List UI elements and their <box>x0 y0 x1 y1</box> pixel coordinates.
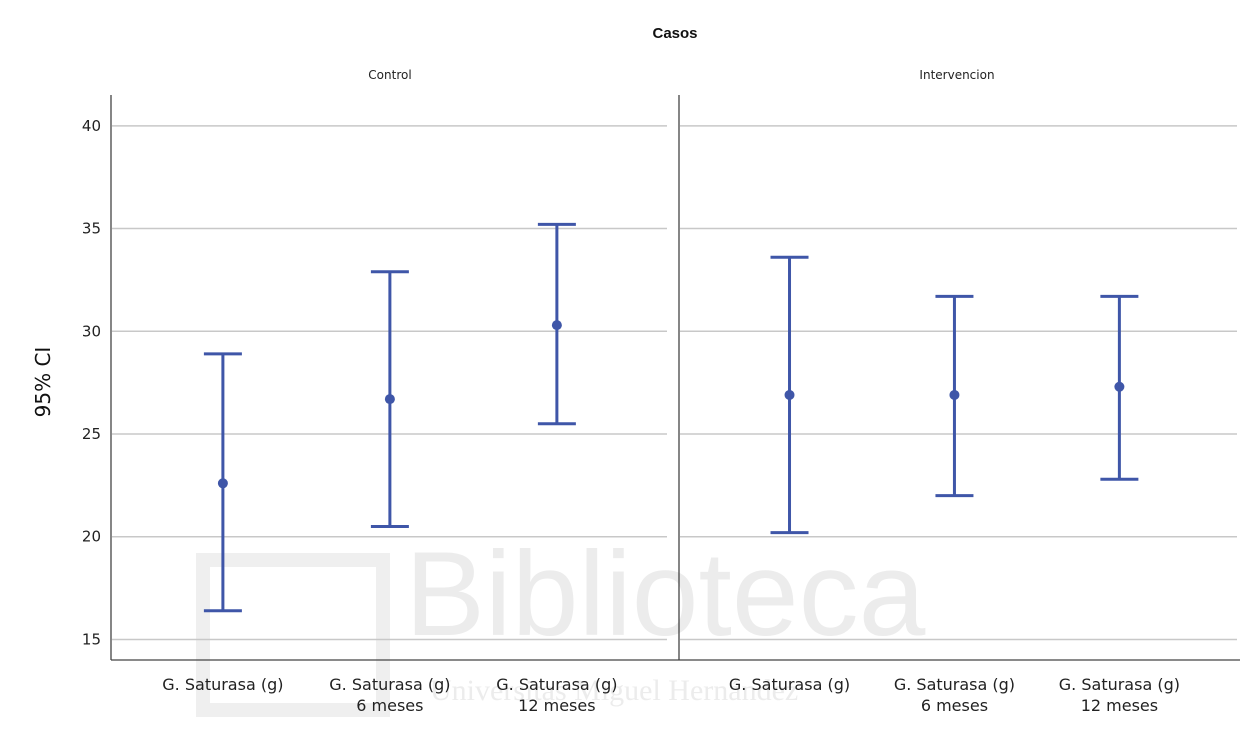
error-bar-intervencion-1 <box>770 255 809 535</box>
y-tick-label-25: 25 <box>82 425 101 443</box>
chart-title: Casos <box>652 25 697 42</box>
y-tick-label-30: 30 <box>82 322 101 340</box>
error-bar-control-3 <box>537 222 576 426</box>
y-tick-label-40: 40 <box>82 117 101 135</box>
category-label-intervencion-1-line-1: G. Saturasa (g) <box>729 675 850 694</box>
error-bars <box>203 222 1139 613</box>
panel-label-control: Control <box>368 68 411 82</box>
mean-point <box>384 394 395 405</box>
mean-point <box>784 389 795 400</box>
error-bar-intervencion-3 <box>1100 294 1139 481</box>
category-labels: G. Saturasa (g) G. Saturasa (g) 6 meses G. … <box>162 675 1180 715</box>
grid-lines <box>112 125 1237 641</box>
watermark-logo-frame <box>196 553 390 717</box>
y-tick-label-20: 20 <box>82 528 101 546</box>
category-label-control-3-line-2: 12 meses <box>518 696 595 715</box>
error-bar-control-2 <box>370 270 409 528</box>
category-label-control-1-line-1: G. Saturasa (g) <box>162 675 283 694</box>
category-label-intervencion-2-line-2: 6 meses <box>921 696 988 715</box>
y-axis-label: 95% CI <box>31 347 55 418</box>
panel-label-intervencion: Intervencion <box>919 68 994 82</box>
y-tick-labels: 15 20 25 30 35 40 <box>82 117 101 649</box>
mean-point <box>217 478 228 489</box>
watermark-subtext: Universitas Miguel Hernández <box>430 674 798 707</box>
mean-point <box>949 389 960 400</box>
category-label-control-3-line-1: G. Saturasa (g) <box>496 675 617 694</box>
category-label-intervencion-2-line-1: G. Saturasa (g) <box>894 675 1015 694</box>
error-bar-control-1 <box>203 352 242 613</box>
y-tick-label-15: 15 <box>82 630 101 648</box>
y-tick-label-35: 35 <box>82 220 101 238</box>
category-label-control-2-line-2: 6 meses <box>356 696 423 715</box>
error-bar-intervencion-2 <box>935 294 974 498</box>
mean-point <box>551 320 562 331</box>
category-label-control-2-line-1: G. Saturasa (g) <box>329 675 450 694</box>
watermark-text: Biblioteca <box>405 527 926 661</box>
category-label-intervencion-3-line-1: G. Saturasa (g) <box>1059 675 1180 694</box>
category-label-intervencion-3-line-2: 12 meses <box>1081 696 1158 715</box>
mean-point <box>1114 381 1125 392</box>
watermark: Biblioteca Universitas Miguel Hernández <box>196 527 926 717</box>
